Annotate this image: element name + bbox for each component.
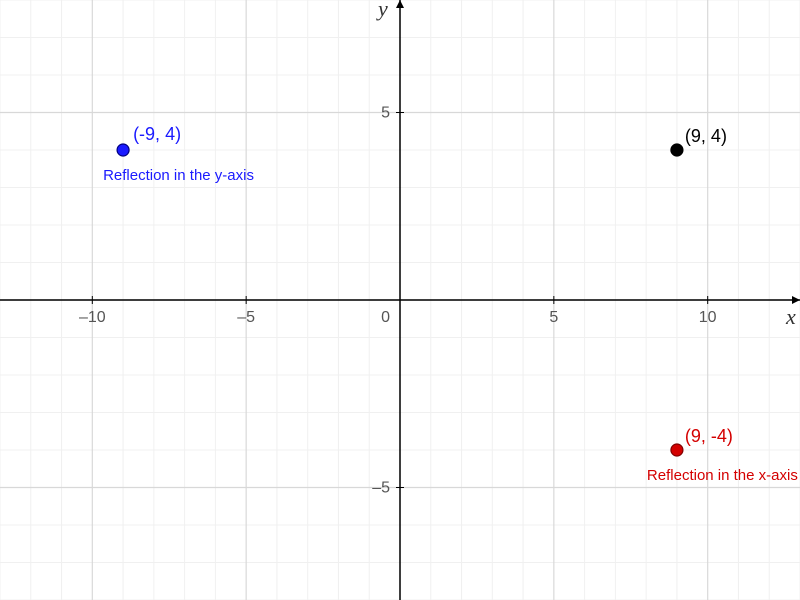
y-tick-label: –5 [372, 480, 390, 497]
point-marker-icon [671, 144, 683, 156]
x-tick-label: 5 [549, 309, 558, 326]
x-tick-label: –5 [237, 309, 255, 326]
point-marker-icon [117, 144, 129, 156]
x-axis-label: x [785, 304, 796, 329]
coordinate-plane: x y –10 –5 5 10 –5 5 0 (9, 4) (-9, 4) Reflection in… [0, 0, 800, 600]
point-marker-icon [671, 444, 683, 456]
point-description-label: Reflection in the x-axis [647, 467, 798, 484]
y-tick-label: 5 [381, 105, 390, 122]
origin-label: 0 [381, 309, 390, 326]
point-description-label: Reflection in the y-axis [103, 167, 254, 184]
y-axis-label: y [376, 0, 388, 21]
x-tick-label: 10 [699, 309, 717, 326]
point-coordinate-label: (9, 4) [685, 126, 727, 146]
x-tick-label: –10 [79, 309, 106, 326]
point-coordinate-label: (-9, 4) [133, 124, 181, 144]
point-coordinate-label: (9, -4) [685, 426, 733, 446]
